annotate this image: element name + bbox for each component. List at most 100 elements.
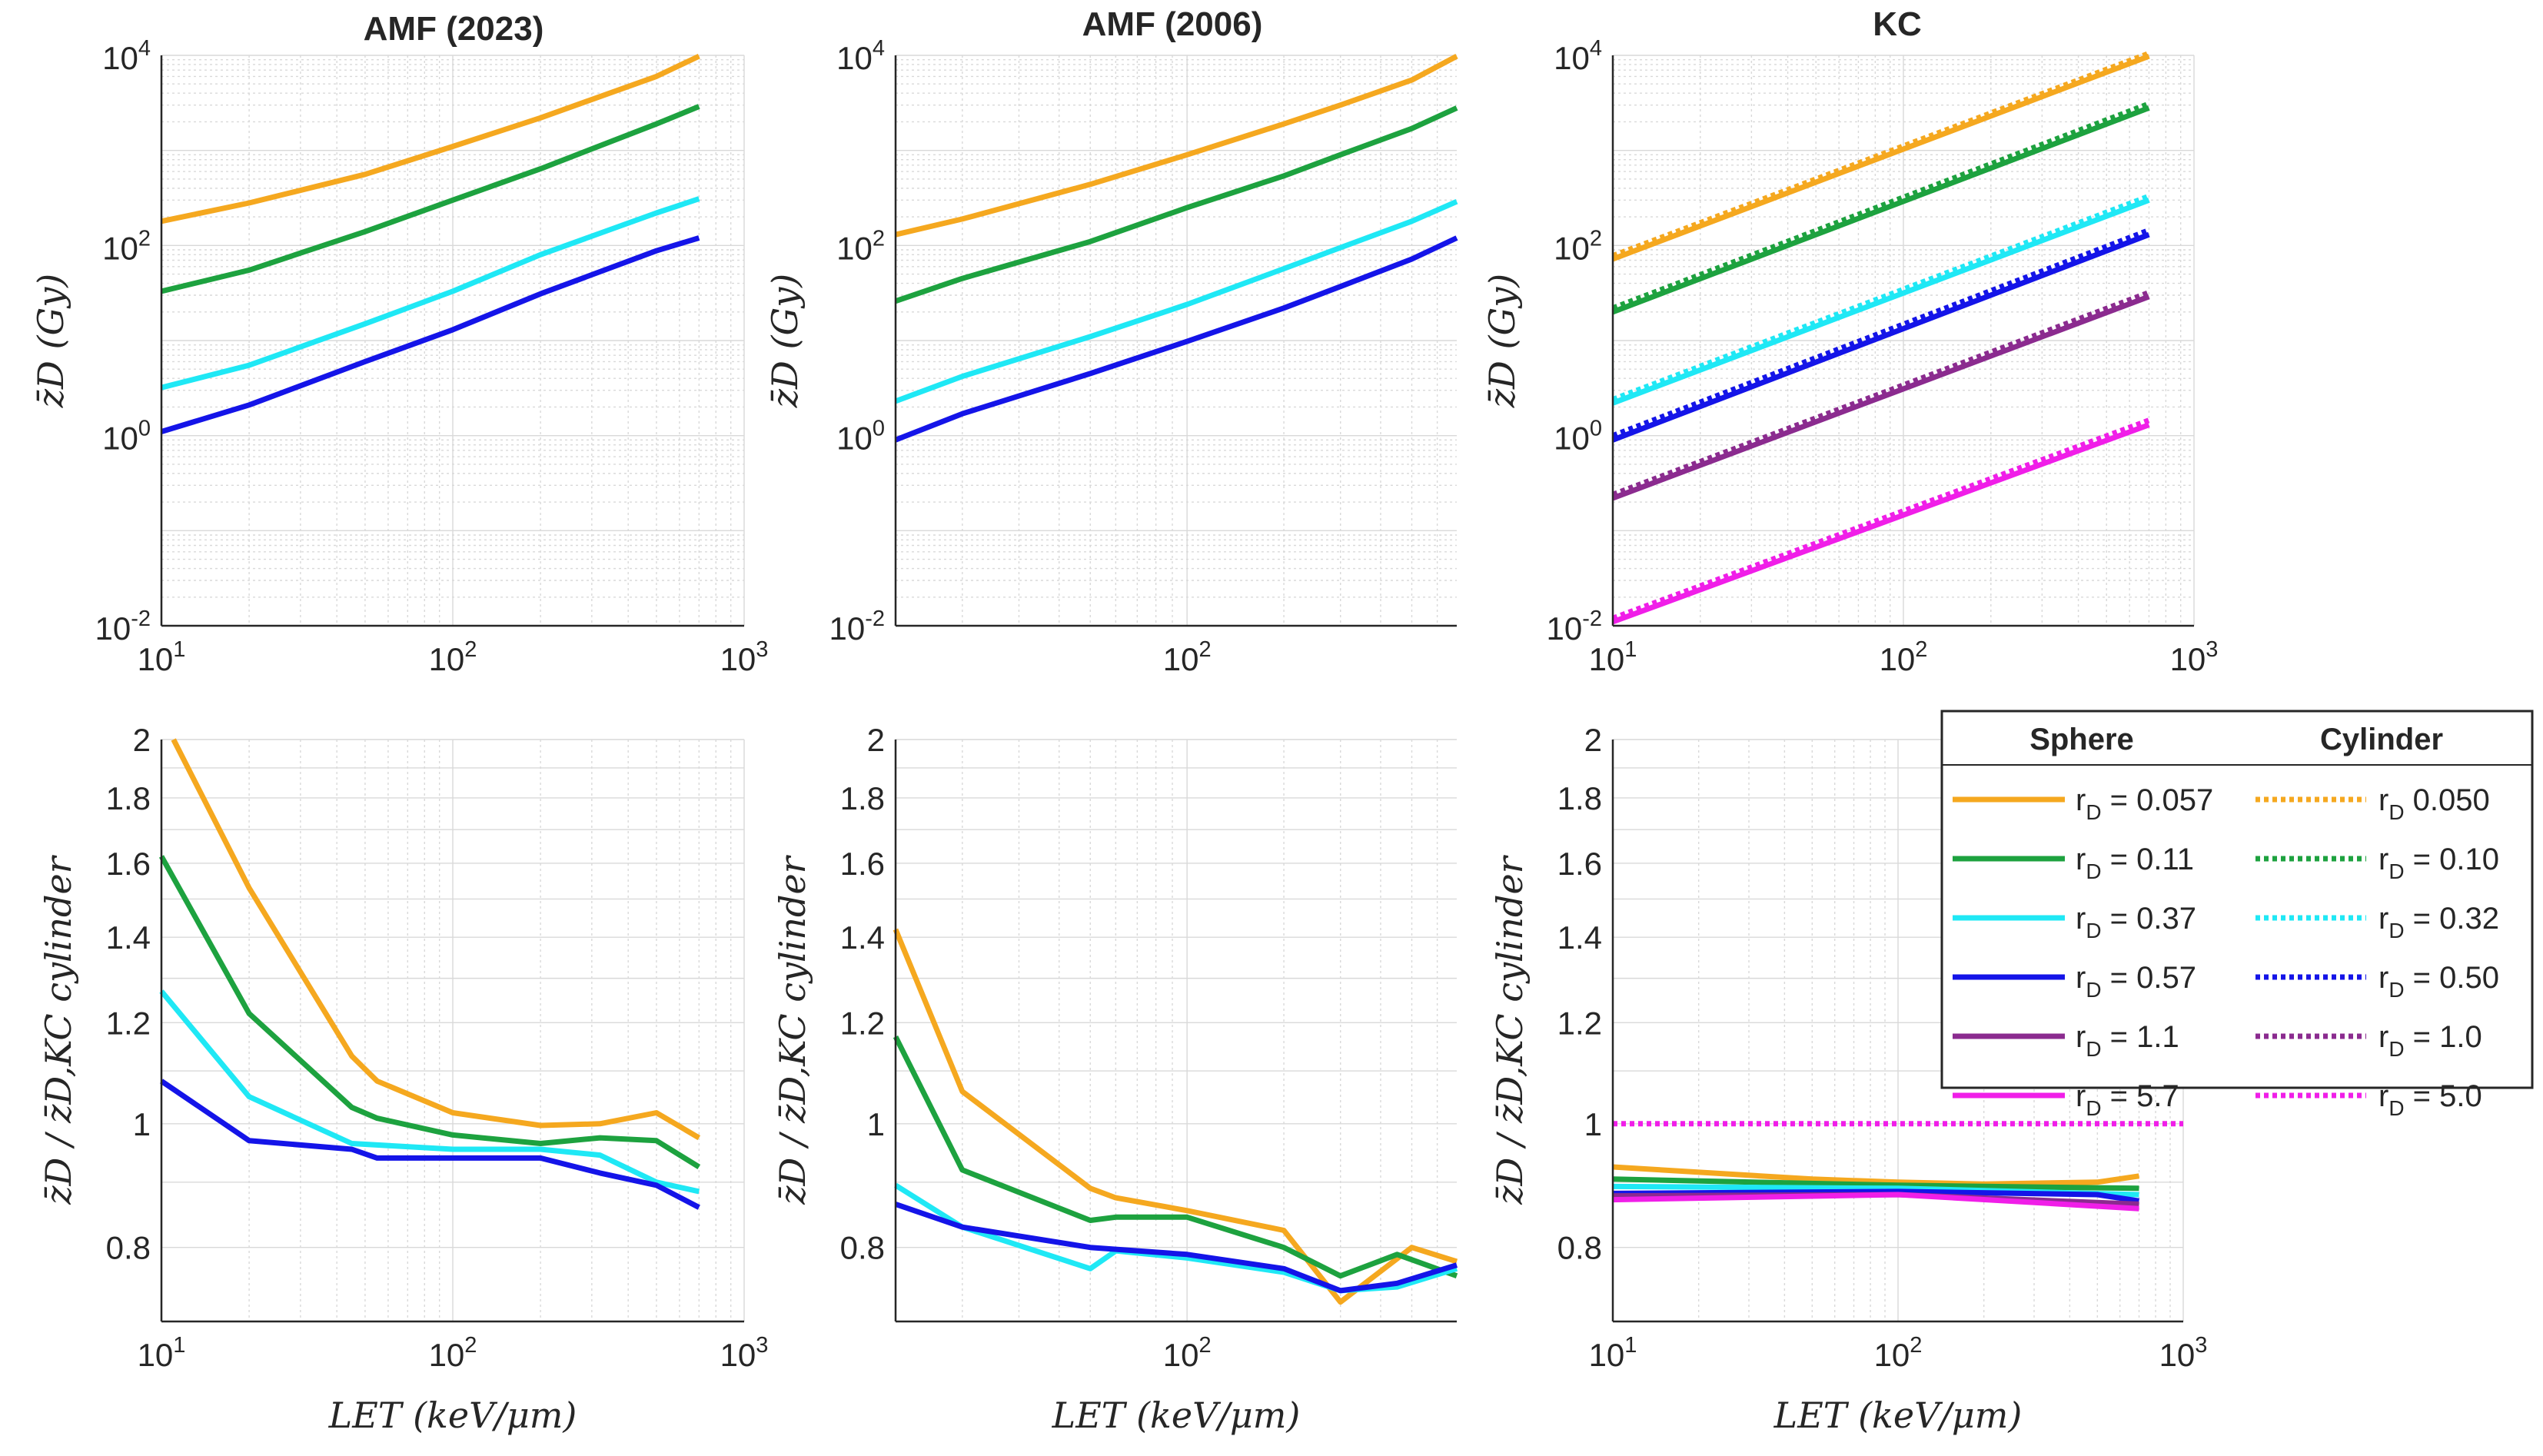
y-tick-label: 100	[1554, 417, 1602, 457]
y-tick-label: 1.8	[840, 780, 885, 816]
x-tick-label: 101	[138, 1333, 186, 1373]
series-line-blue-dotted	[1611, 228, 2150, 438]
x-tick-label: 103	[720, 637, 769, 677]
x-tick-label: 102	[429, 1333, 477, 1373]
y-tick-label: 10-2	[95, 607, 151, 647]
legend-label-cylinder: rD = 1.0	[2378, 1020, 2482, 1061]
series-line-blue-solid	[160, 235, 700, 434]
y-tick-label: 0.8	[1557, 1230, 1602, 1266]
y-tick-label: 2	[867, 722, 885, 758]
y-tick-label: 104	[1554, 36, 1602, 76]
legend-label-cylinder: rD = 0.10	[2378, 843, 2499, 883]
x-tick-label: 102	[1163, 637, 1212, 677]
legend-header-sphere: Sphere	[2029, 723, 2134, 756]
y-tick-label: 2	[133, 722, 151, 758]
x-tick-label: 101	[138, 637, 186, 677]
series-line-green-dotted	[1611, 101, 2150, 311]
series-line-magenta-solid	[1612, 1192, 2139, 1212]
legend-row-purple: rD = 1.1 rD = 1.0	[1953, 1020, 2482, 1061]
y-grid	[896, 55, 1457, 627]
y-tick-label: 102	[102, 226, 151, 266]
panel-amf2006-z: 102 10-2 100 102 104 z̄D (Gy)	[764, 36, 1458, 677]
y-tick-label: 1.4	[1557, 919, 1602, 956]
series-line-green-solid	[1612, 1176, 2139, 1192]
series-line-blue-solid	[894, 235, 1458, 443]
legend-label-sphere: rD = 0.57	[2076, 961, 2196, 1002]
x-axis-label: LET (keV/μm)	[1773, 1395, 2023, 1436]
y-axis-label: z̄D (Gy)	[764, 274, 806, 408]
y-tick-label: 102	[836, 226, 885, 266]
series-line-orange-solid	[1612, 1164, 2140, 1187]
y-tick-label: 1	[1584, 1106, 1602, 1142]
legend-header-cylinder: Cylinder	[2320, 723, 2443, 756]
series-line-orange-solid	[895, 54, 1458, 238]
y-axis-label: z̄D (Gy)	[30, 274, 71, 408]
legend-label-cylinder: rD = 5.0	[2378, 1079, 2482, 1120]
series-line-purple-solid	[1611, 294, 2150, 501]
panel-amf2023-z: 101 102 103 10-2 100 102 104 z̄D (Gy)	[30, 36, 768, 677]
y-tick-label: 0.8	[840, 1230, 885, 1266]
y-tick-label: 2	[1584, 722, 1602, 758]
legend-row-green: rD = 0.11 rD = 0.10	[1953, 843, 2499, 883]
legend-label-sphere: rD = 0.11	[2076, 843, 2194, 883]
x-grid	[962, 740, 1438, 1321]
x-tick-label: 103	[2159, 1333, 2208, 1373]
series-line-cyan-dotted	[1611, 193, 2150, 402]
series-line-magenta-dotted	[1611, 417, 2150, 621]
series-line-orange-solid	[1611, 53, 2150, 262]
series-line-blue-solid	[1612, 1188, 2140, 1204]
x-axis-label: LET (keV/μm)	[328, 1395, 577, 1436]
y-axis-label: z̄D (Gy)	[1481, 274, 1523, 408]
title-amf2006: AMF (2006)	[1082, 5, 1263, 43]
legend-label-cylinder: rD = 0.32	[2378, 902, 2499, 942]
y-tick-label: 1.2	[840, 1005, 885, 1041]
y-tick-label: 1	[867, 1106, 885, 1142]
series-line-green-solid	[161, 104, 700, 294]
series-line-blue-solid	[1611, 231, 2150, 443]
y-tick-label: 1.4	[840, 919, 885, 956]
legend-row-magenta: rD = 5.7 rD = 5.0	[1953, 1079, 2482, 1120]
series-line-orange-solid	[893, 928, 1458, 1305]
y-tick-label: 1.6	[840, 846, 885, 882]
y-tick-label: 1	[133, 1106, 151, 1142]
series-line-cyan-solid	[1611, 198, 2150, 406]
series-line-green-solid	[158, 855, 701, 1169]
x-tick-label: 102	[1874, 1333, 1923, 1373]
y-tick-label: 100	[836, 417, 885, 457]
title-amf2023: AMF (2023)	[364, 10, 544, 48]
x-tick-label: 102	[429, 637, 477, 677]
legend-label-cylinder: rD 0.050	[2378, 783, 2490, 824]
plot-area	[896, 740, 1457, 1321]
x-tick-label: 102	[1163, 1333, 1212, 1373]
series-line-blue-solid	[894, 1202, 1458, 1294]
y-grid	[161, 55, 744, 627]
legend-label-sphere: rD = 0.37	[2076, 902, 2196, 942]
y-tick-label: 104	[102, 36, 151, 76]
x-tick-label: 103	[720, 1333, 769, 1373]
x-tick-label: 101	[1589, 637, 1637, 677]
legend: Sphere Cylinder rD = 0.057 rD 0.050 rD = 0…	[1940, 710, 2534, 1120]
x-tick-label: 101	[1589, 1333, 1637, 1373]
y-axis-label: z̄D / z̄D,KC cylinder	[38, 854, 79, 1205]
y-tick-label: 102	[1554, 226, 1602, 266]
y-tick-label: 10-2	[829, 607, 885, 647]
y-tick-label: 1.6	[106, 846, 151, 882]
series-line-cyan-solid	[894, 198, 1458, 404]
legend-label-sphere: rD = 1.1	[2076, 1020, 2179, 1061]
y-axis-label: z̄D / z̄D,KC cylinder	[772, 854, 813, 1205]
legend-label-cylinder: rD = 0.50	[2378, 961, 2499, 1002]
series-line-cyan-solid	[159, 989, 700, 1195]
series-line-blue-solid	[160, 1079, 700, 1210]
y-tick-label: 1.6	[1557, 846, 1602, 882]
series-line-green-solid	[1611, 105, 2150, 315]
x-tick-label: 103	[2170, 637, 2219, 677]
legend-label-sphere: rD = 5.7	[2076, 1079, 2179, 1120]
x-tick-label: 102	[1880, 637, 1928, 677]
y-tick-label: 1.2	[1557, 1005, 1602, 1041]
legend-label-sphere: rD = 0.057	[2076, 783, 2213, 824]
y-axis-label: z̄D / z̄D,KC cylinder	[1489, 854, 1531, 1205]
x-axis-label: LET (keV/μm)	[1052, 1395, 1301, 1436]
y-tick-label: 100	[102, 417, 151, 457]
